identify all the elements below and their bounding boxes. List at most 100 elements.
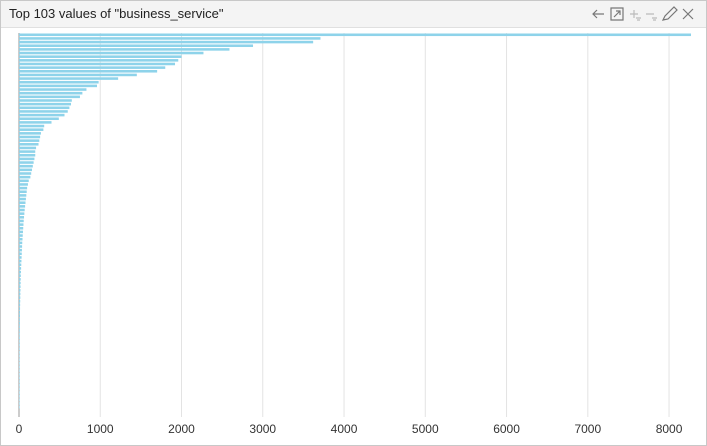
bar	[19, 289, 21, 292]
bar	[19, 259, 22, 263]
bar	[19, 365, 20, 369]
exclude-icon[interactable]	[646, 13, 657, 21]
x-tick-label: 3000	[249, 422, 276, 436]
bar	[19, 292, 21, 296]
bar	[19, 299, 21, 303]
bar	[19, 91, 83, 95]
bar	[19, 143, 39, 146]
bar	[19, 88, 87, 91]
bar	[19, 223, 24, 226]
bar	[19, 186, 28, 190]
bar	[19, 37, 321, 40]
bar	[19, 354, 20, 358]
bar	[19, 296, 21, 299]
bar	[19, 55, 182, 58]
bar	[19, 48, 230, 51]
bar	[19, 153, 36, 157]
x-tick-label: 1000	[87, 422, 114, 436]
bar	[19, 124, 45, 128]
bar	[19, 343, 20, 347]
close-icon[interactable]	[682, 8, 694, 20]
bar	[19, 285, 21, 288]
bar	[19, 362, 20, 365]
bar	[19, 274, 21, 277]
bar	[19, 245, 23, 248]
x-tick-label: 6000	[493, 422, 520, 436]
chart-title: Top 103 values of "business_service"	[9, 6, 224, 21]
bar	[19, 248, 22, 252]
bar	[19, 113, 65, 117]
bar	[19, 358, 20, 361]
bar	[19, 336, 20, 340]
bar	[19, 164, 33, 168]
x-tick-label: 2000	[168, 422, 195, 436]
bar	[19, 321, 20, 325]
bar	[19, 77, 119, 80]
bar	[19, 150, 36, 153]
bar	[19, 212, 25, 215]
bar	[19, 216, 25, 219]
bar	[19, 157, 35, 161]
bar	[19, 194, 27, 197]
bar	[19, 310, 20, 314]
bar	[19, 66, 166, 69]
bar	[19, 380, 20, 383]
bar	[19, 369, 20, 372]
edit-icon[interactable]	[661, 6, 678, 21]
bar	[19, 252, 22, 256]
bar	[19, 172, 32, 175]
x-tick-label: 5000	[412, 422, 439, 436]
bar	[19, 226, 24, 230]
bar	[19, 372, 20, 376]
bar	[19, 230, 23, 234]
bar	[19, 219, 24, 223]
bar	[19, 139, 40, 142]
bar	[19, 307, 21, 310]
bar	[19, 256, 22, 259]
bar	[19, 241, 23, 245]
bar	[19, 197, 26, 201]
bar	[19, 70, 158, 73]
toolbar	[592, 6, 694, 21]
bar	[19, 329, 20, 332]
bar	[19, 208, 25, 212]
bar	[19, 183, 28, 186]
include-icon[interactable]	[630, 10, 641, 21]
bar	[19, 314, 20, 318]
bar	[19, 121, 52, 124]
bar	[19, 110, 68, 113]
bar	[19, 168, 33, 172]
expand-icon[interactable]	[610, 7, 624, 21]
bar	[19, 135, 41, 139]
bar	[19, 175, 31, 179]
bar	[19, 383, 20, 387]
bar	[19, 325, 20, 329]
bar	[19, 394, 20, 398]
bar	[19, 270, 21, 274]
bar	[19, 340, 20, 343]
bar	[19, 132, 41, 135]
bar	[19, 40, 314, 44]
bar	[19, 51, 204, 55]
bar	[19, 303, 21, 307]
bar	[19, 190, 27, 194]
bar	[19, 391, 20, 394]
bar	[19, 398, 20, 402]
bar	[19, 332, 20, 336]
back-icon[interactable]	[592, 9, 604, 19]
bar	[19, 347, 20, 350]
bar	[19, 278, 21, 281]
bar	[19, 351, 20, 354]
bar	[19, 205, 26, 208]
bar	[19, 128, 44, 131]
bar	[19, 179, 29, 183]
bar	[19, 267, 22, 270]
bar	[19, 387, 20, 391]
bar	[19, 234, 23, 237]
bar	[19, 376, 20, 380]
bar	[19, 95, 80, 99]
bar	[19, 263, 22, 267]
x-tick-label: 0	[16, 422, 23, 436]
bar	[19, 201, 26, 204]
